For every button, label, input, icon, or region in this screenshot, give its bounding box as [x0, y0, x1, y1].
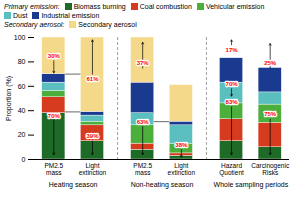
svg-text:Lightextinction: Lightextinction	[168, 162, 196, 176]
svg-text:25%: 25%	[264, 60, 277, 66]
svg-text:38%: 38%	[175, 142, 188, 148]
svg-text:40: 40	[18, 107, 26, 114]
svg-text:PM2.5mass: PM2.5mass	[44, 162, 63, 176]
svg-text:Heating season: Heating season	[49, 181, 98, 189]
svg-text:60: 60	[18, 83, 26, 90]
html-text:Secondary aerosol:: Secondary aerosol:	[4, 21, 65, 28]
svg-text:70%: 70%	[48, 113, 61, 119]
svg-text:61%: 61%	[86, 76, 99, 82]
html-text:Secondary aerosol: Secondary aerosol	[78, 21, 137, 28]
svg-text:HazardQuotient: HazardQuotient	[219, 162, 244, 177]
svg-text:75%: 75%	[264, 111, 277, 117]
svg-text:Non-heating season: Non-heating season	[131, 181, 194, 189]
svg-text:100: 100	[14, 34, 26, 41]
svg-text:70%: 70%	[226, 81, 239, 87]
svg-text:39%: 39%	[86, 133, 99, 139]
html-text:Coal combustion: Coal combustion	[139, 3, 192, 10]
html-text:Dust: Dust	[13, 12, 28, 19]
svg-text:17%: 17%	[226, 47, 239, 53]
html-text:Biomass burning: Biomass burning	[73, 3, 126, 10]
html-text:Industrial emission: Industrial emission	[41, 12, 100, 19]
svg-text:CarcinogenicRisks: CarcinogenicRisks	[251, 162, 290, 176]
svg-text:Whole sampling periods: Whole sampling periods	[214, 181, 289, 189]
html-text:Vehicular emission: Vehicular emission	[205, 3, 265, 10]
svg-text:PM2.5mass: PM2.5mass	[133, 162, 152, 176]
svg-text:Proportion (%): Proportion (%)	[5, 76, 13, 121]
html-text:Primary emission:: Primary emission:	[4, 3, 60, 10]
svg-text:63%: 63%	[137, 119, 150, 125]
svg-text:Lightextinction: Lightextinction	[79, 162, 107, 176]
svg-text:80: 80	[18, 58, 26, 65]
svg-text:20: 20	[18, 131, 26, 138]
svg-text:30%: 30%	[48, 53, 61, 59]
svg-text:0: 0	[22, 156, 26, 163]
svg-text:83%: 83%	[226, 99, 239, 105]
svg-text:37%: 37%	[137, 60, 150, 66]
